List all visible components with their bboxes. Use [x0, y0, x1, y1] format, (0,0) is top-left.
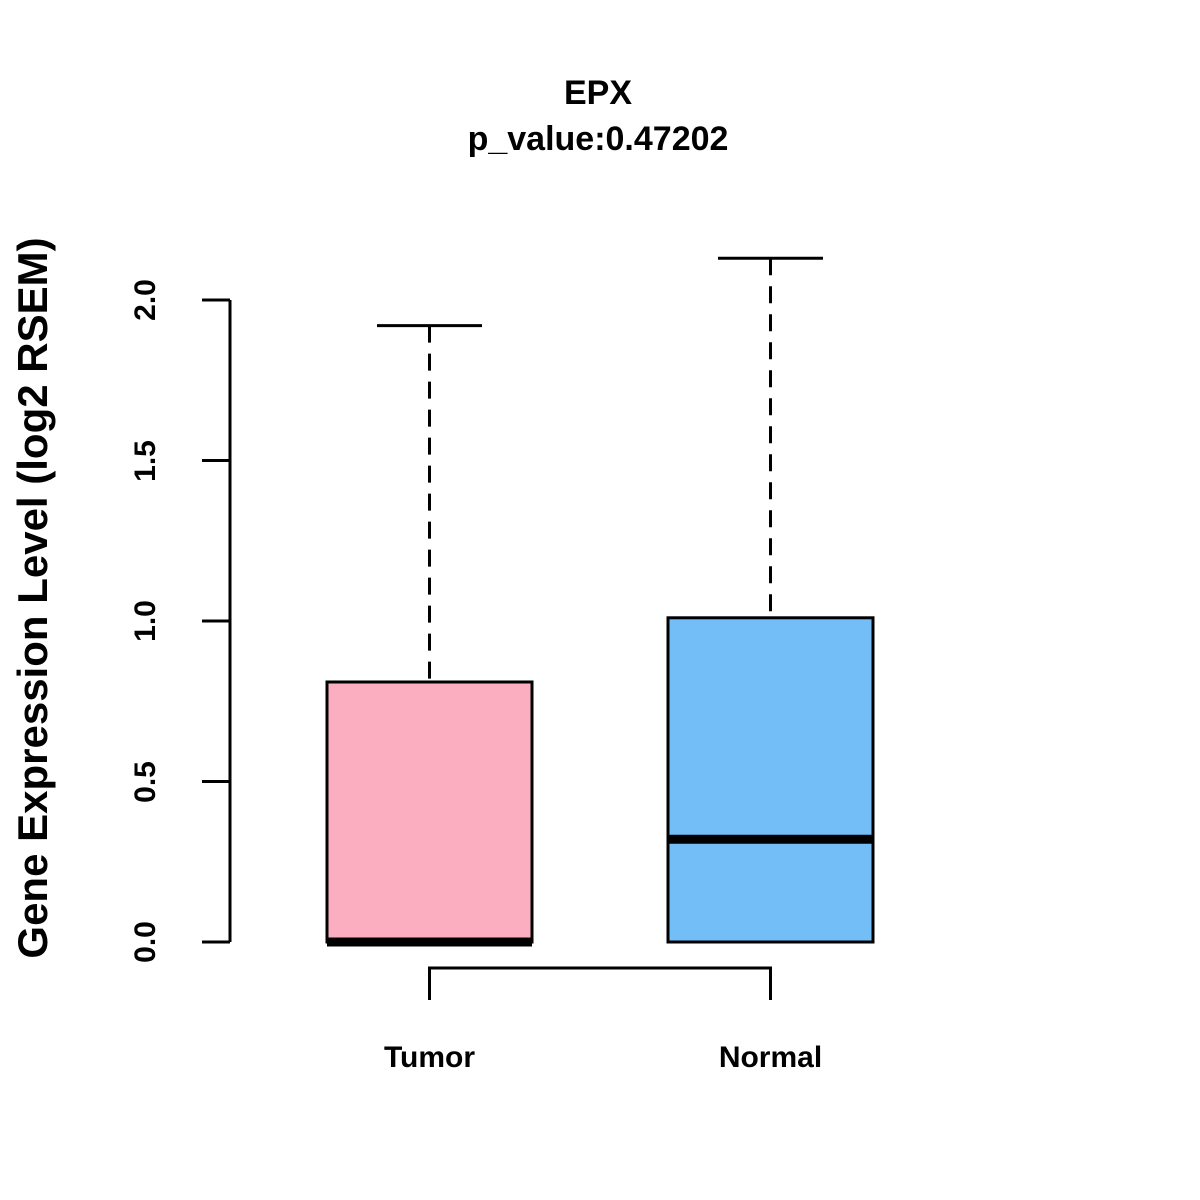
comparison-bracket — [428, 966, 772, 1000]
y-tick-label: 1.5 — [129, 439, 162, 482]
box-normal — [666, 616, 875, 944]
y-axis-label: Gene Expression Level (log2 RSEM) — [9, 237, 56, 959]
y-tick-label: 0.0 — [129, 921, 162, 963]
box-tumor — [325, 680, 534, 944]
y-tick-label: 1.0 — [129, 600, 162, 642]
chart-subtitle: p_value:0.47202 — [467, 120, 729, 158]
y-tick-label: 0.5 — [129, 760, 162, 803]
x-category-label-tumor: Tumor — [383, 1041, 476, 1074]
y-tick-label: 2.0 — [129, 279, 162, 321]
x-category-label-normal: Normal — [718, 1041, 823, 1074]
chart-title: EPX — [563, 74, 633, 112]
